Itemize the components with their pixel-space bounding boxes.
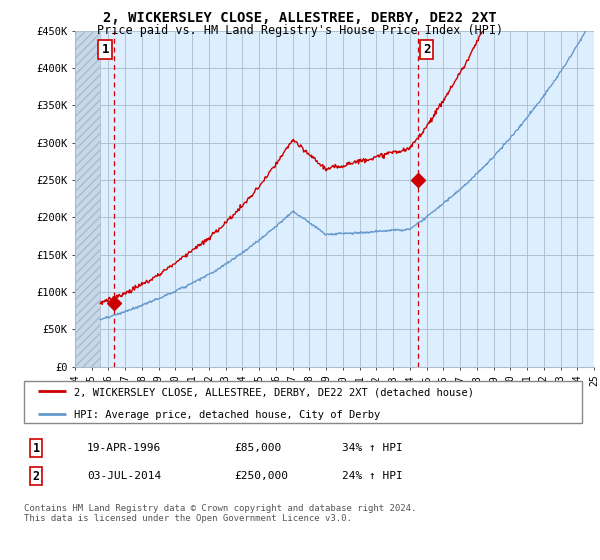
Text: Contains HM Land Registry data © Crown copyright and database right 2024.
This d: Contains HM Land Registry data © Crown c… — [24, 504, 416, 524]
FancyBboxPatch shape — [24, 381, 582, 423]
Text: 34% ↑ HPI: 34% ↑ HPI — [342, 443, 403, 453]
Text: HPI: Average price, detached house, City of Derby: HPI: Average price, detached house, City… — [74, 410, 380, 420]
Text: 19-APR-1996: 19-APR-1996 — [87, 443, 161, 453]
Text: 2: 2 — [32, 469, 40, 483]
Text: £85,000: £85,000 — [234, 443, 281, 453]
Text: Price paid vs. HM Land Registry's House Price Index (HPI): Price paid vs. HM Land Registry's House … — [97, 24, 503, 36]
Text: 24% ↑ HPI: 24% ↑ HPI — [342, 471, 403, 481]
Text: 2, WICKERSLEY CLOSE, ALLESTREE, DERBY, DE22 2XT: 2, WICKERSLEY CLOSE, ALLESTREE, DERBY, D… — [103, 11, 497, 25]
Text: 1: 1 — [101, 43, 109, 56]
Text: 1: 1 — [32, 441, 40, 455]
Text: 03-JUL-2014: 03-JUL-2014 — [87, 471, 161, 481]
Text: 2: 2 — [423, 43, 430, 56]
Text: £250,000: £250,000 — [234, 471, 288, 481]
Text: 2, WICKERSLEY CLOSE, ALLESTREE, DERBY, DE22 2XT (detached house): 2, WICKERSLEY CLOSE, ALLESTREE, DERBY, D… — [74, 388, 474, 398]
